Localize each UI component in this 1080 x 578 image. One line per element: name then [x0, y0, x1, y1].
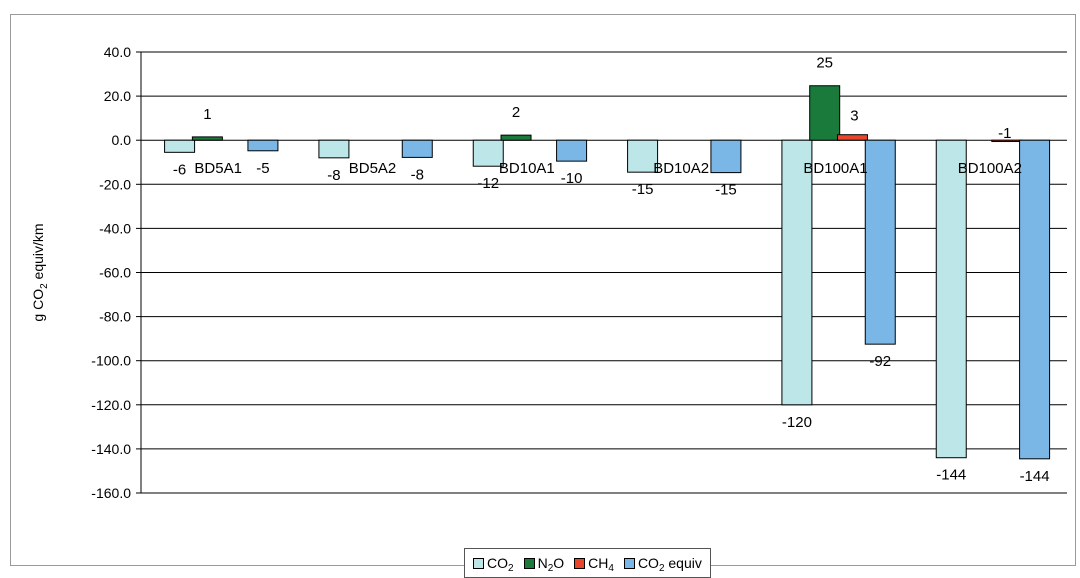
category-label: BD5A1	[194, 160, 242, 177]
legend-item-co2eq: CO2 equiv	[623, 555, 702, 574]
y-tick-label: 0.0	[112, 132, 132, 148]
bar-ch4	[836, 134, 868, 141]
chart-frame: 40.0 20.0 0.0 -20.0 -40.0 -60.0 -80.0 -100.0 -12…	[10, 14, 1076, 578]
data-label: 1	[203, 106, 211, 123]
y-tick-label: 40.0	[104, 44, 131, 60]
data-label: 3	[850, 108, 858, 125]
y-tick-label: -80.0	[99, 309, 131, 325]
data-label: -8	[411, 166, 424, 183]
data-label: -12	[477, 175, 499, 192]
legend-label: CO2	[487, 555, 514, 574]
bar-co2eq	[247, 139, 279, 152]
bar-co2eq	[401, 139, 433, 158]
bar-co2	[935, 139, 967, 459]
y-tick-label: -100.0	[91, 353, 131, 369]
bar-co2	[781, 139, 813, 406]
data-label: -15	[632, 181, 654, 198]
y-axis-title: g CO2 equiv/km	[30, 223, 50, 321]
data-label: 2	[512, 104, 520, 121]
bar-n2o	[500, 134, 532, 141]
bar-co2eq	[864, 139, 896, 345]
legend-swatch	[574, 557, 586, 569]
legend-swatch	[473, 557, 484, 569]
category-label: BD5A2	[349, 160, 397, 177]
y-tick-label: -40.0	[99, 220, 131, 236]
legend-label: CH4	[588, 555, 614, 574]
data-label: -144	[936, 467, 966, 484]
bar-co2	[472, 139, 504, 167]
bar-co2eq	[1019, 139, 1051, 460]
legend-item-n2o: N2O	[523, 555, 565, 574]
category-label: BD100A2	[958, 160, 1022, 177]
data-label: -8	[327, 167, 340, 184]
data-label: -6	[173, 161, 186, 178]
data-label: -120	[782, 414, 812, 431]
legend-item-ch4: CH4	[574, 555, 614, 574]
chart-legend: CO2 N2O CH4 CO2 equiv	[464, 548, 711, 578]
bar-co2	[627, 139, 659, 173]
legend-label: CO2 equiv	[637, 555, 702, 574]
bar-co2eq	[710, 139, 742, 174]
y-tick-label: -60.0	[99, 265, 131, 281]
chart-canvas: 40.020.00.0-20.0-40.0-60.0-80.0-100.0-12…	[30, 44, 1067, 501]
legend-swatch	[523, 557, 535, 569]
category-label: BD10A2	[653, 160, 709, 177]
y-tick-label: -20.0	[99, 176, 131, 192]
bar-co2eq	[556, 139, 588, 162]
y-tick-label: 20.0	[104, 88, 131, 104]
legend-label: N2O	[537, 555, 565, 574]
bar-co2	[164, 139, 196, 153]
bar-n2o	[191, 136, 223, 141]
legend-swatch	[623, 557, 635, 569]
legend-item-co2: CO2	[473, 555, 514, 574]
data-label: 25	[816, 55, 833, 72]
y-tick-label: -120.0	[91, 397, 131, 413]
category-label: BD10A1	[499, 160, 555, 177]
category-label: BD100A1	[803, 160, 867, 177]
data-label: -5	[256, 160, 269, 177]
bar-co2	[318, 139, 350, 159]
y-tick-label: -160.0	[91, 485, 131, 501]
data-label: -92	[869, 353, 891, 370]
data-label: -1	[998, 125, 1011, 142]
data-label: -144	[1020, 468, 1050, 485]
data-label: -10	[561, 170, 583, 187]
bar-n2o	[809, 85, 841, 141]
y-tick-label: -140.0	[91, 441, 131, 457]
data-label: -15	[715, 182, 737, 199]
